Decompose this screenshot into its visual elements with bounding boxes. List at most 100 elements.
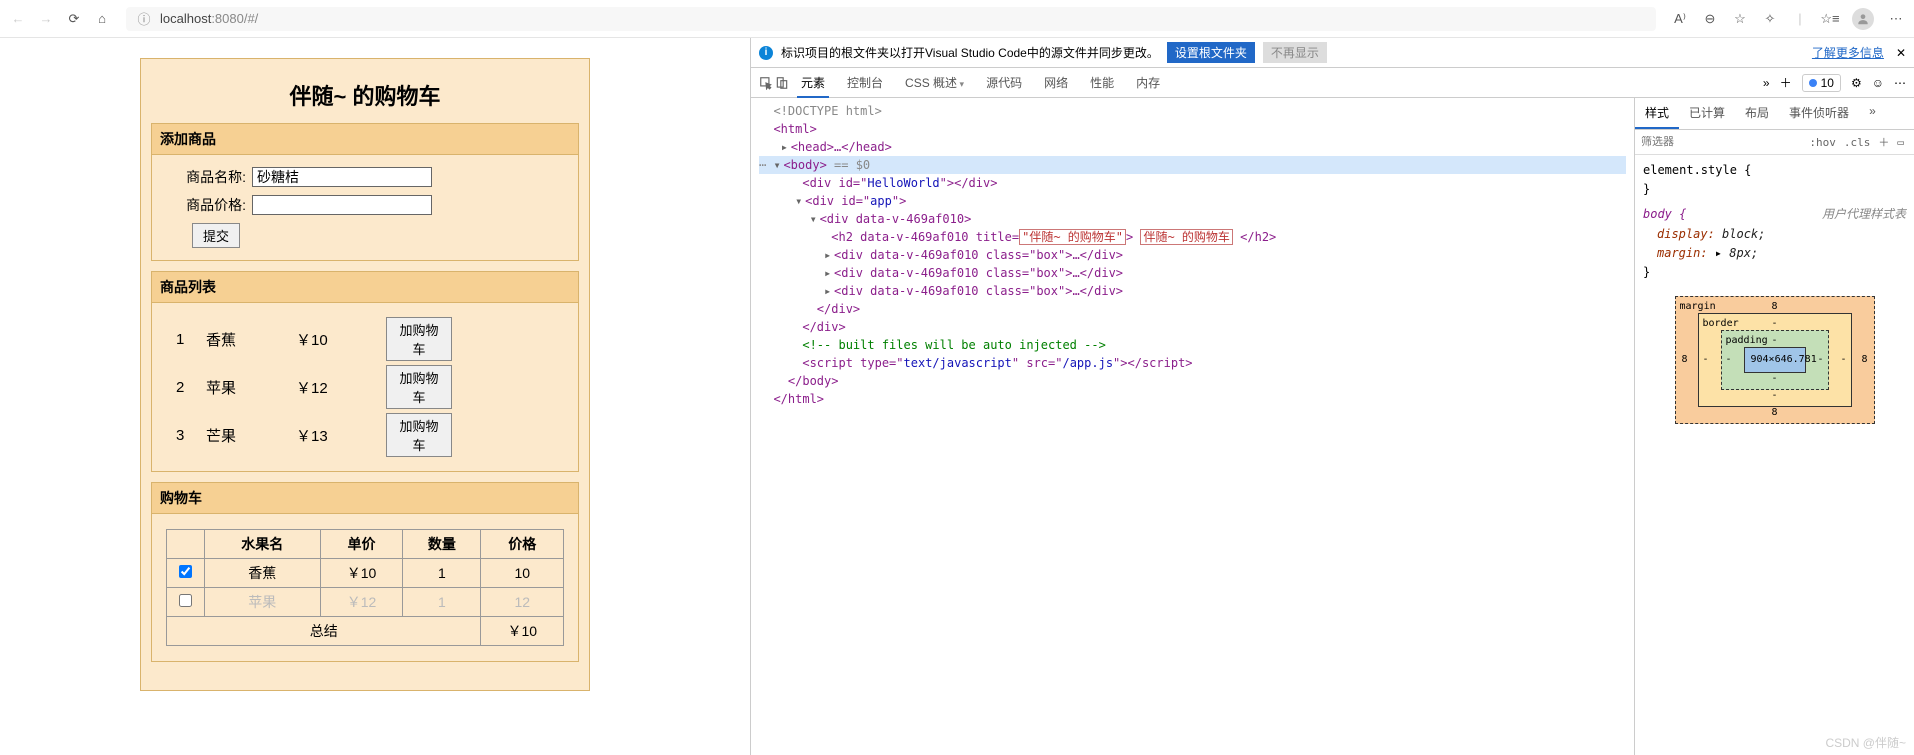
hov-toggle[interactable]: :hov [1805, 134, 1840, 151]
styles-tab-layout[interactable]: 布局 [1735, 98, 1779, 129]
cart-row-unit: ￥10 [320, 559, 402, 588]
styles-tab-events[interactable]: 事件侦听器 [1779, 98, 1859, 129]
cart-title: 购物车 [152, 483, 578, 514]
cart-row-price: 12 [481, 588, 564, 617]
product-price: ￥10 [296, 329, 386, 350]
collections-icon[interactable]: | [1792, 11, 1808, 27]
address-bar[interactable]: ⓘ localhost:8080/#/ [126, 7, 1656, 31]
styles-tab-styles[interactable]: 样式 [1635, 98, 1679, 129]
info-icon: ⓘ [136, 11, 152, 27]
device-icon[interactable] [775, 76, 789, 90]
product-row: 1香蕉￥10加购物车 [176, 315, 554, 363]
cart-row-qty: 1 [403, 559, 481, 588]
product-name: 芒果 [206, 425, 296, 446]
styles-body[interactable]: element.style { } 用户代理样式表 body { display… [1635, 155, 1914, 444]
tab-sources[interactable]: 源代码 [976, 68, 1032, 97]
zoom-icon[interactable]: ⊖ [1702, 11, 1718, 27]
product-name-label: 商品名称: [172, 167, 252, 187]
url-text: localhost:8080/#/ [160, 11, 258, 26]
cart-box: 购物车 水果名 单价 数量 价格 香蕉￥10110苹果￥121 [151, 482, 579, 662]
add-to-cart-button[interactable]: 加购物车 [386, 317, 452, 361]
styles-more-icon[interactable]: » [1859, 98, 1886, 129]
header-name: 水果名 [204, 530, 320, 559]
set-root-button[interactable]: 设置根文件夹 [1167, 42, 1255, 63]
add-to-cart-button[interactable]: 加购物车 [386, 413, 452, 457]
cart-row: 香蕉￥10110 [167, 559, 564, 588]
learn-more-link[interactable]: 了解更多信息 [1812, 44, 1884, 61]
product-price-label: 商品价格: [172, 195, 252, 215]
favorites-bar-icon[interactable]: ☆≡ [1822, 11, 1838, 27]
read-aloud-icon[interactable]: A⁾ [1672, 11, 1688, 27]
issues-badge[interactable]: 10 [1802, 74, 1841, 92]
cart-table: 水果名 单价 数量 价格 香蕉￥10110苹果￥12112 总结 ￥10 [166, 529, 564, 646]
tab-performance[interactable]: 性能 [1080, 68, 1124, 97]
tab-network[interactable]: 网络 [1034, 68, 1078, 97]
more-icon[interactable]: ⋯ [1888, 11, 1904, 27]
total-label: 总结 [167, 617, 481, 646]
cart-row-name: 香蕉 [204, 559, 320, 588]
tab-memory[interactable]: 内存 [1126, 68, 1170, 97]
browser-right-icons: A⁾ ⊖ ☆ ✧ | ☆≡ ⋯ [1672, 8, 1904, 30]
devtools-tabs: 元素 控制台 CSS 概述 源代码 网络 性能 内存 » ＋ 10 ⚙ ☺ ⋯ [751, 68, 1914, 98]
header-unit: 单价 [320, 530, 402, 559]
product-list-title: 商品列表 [152, 272, 578, 303]
styles-tab-computed[interactable]: 已计算 [1679, 98, 1735, 129]
browser-toolbar: ← → ⟳ ⌂ ⓘ localhost:8080/#/ A⁾ ⊖ ☆ ✧ | ☆… [0, 0, 1914, 38]
more-tabs-icon[interactable]: » [1763, 76, 1770, 90]
product-index: 3 [176, 427, 206, 444]
product-name-input[interactable] [252, 167, 432, 187]
feedback-icon[interactable]: ☺ [1872, 76, 1884, 90]
element-style-close: } [1643, 180, 1906, 199]
new-tab-icon[interactable]: ＋ [1780, 74, 1792, 91]
inspect-icon[interactable] [759, 76, 773, 90]
box-model-content: 904×646.781 [1744, 347, 1806, 373]
profile-avatar[interactable] [1852, 8, 1874, 30]
header-checkbox [167, 530, 205, 559]
product-index: 1 [176, 331, 206, 348]
header-price: 价格 [481, 530, 564, 559]
home-icon[interactable]: ⌂ [94, 11, 110, 27]
product-name: 苹果 [206, 377, 296, 398]
cart-row-checkbox[interactable] [179, 565, 192, 578]
computed-toggle-icon[interactable]: ▭ [1893, 134, 1908, 151]
watermark: CSDN @伴随~ [1825, 734, 1906, 751]
forward-icon[interactable]: → [38, 11, 54, 27]
body-rule-close: } [1643, 263, 1906, 282]
cls-toggle[interactable]: .cls [1840, 134, 1875, 151]
styles-filter-input[interactable] [1641, 136, 1805, 148]
shopping-cart-app: 伴随~ 的购物车 添加商品 商品名称: 商品价格: 提交 商品列表 [140, 58, 590, 691]
page-title: 伴随~ 的购物车 [151, 69, 579, 123]
tab-elements[interactable]: 元素 [791, 68, 835, 97]
info-badge-icon: i [759, 46, 773, 60]
settings-icon[interactable]: ⚙ [1851, 76, 1862, 90]
devtools-panel: i 标识项目的根文件夹以打开Visual Studio Code中的源文件并同步… [750, 38, 1914, 755]
cart-row-qty: 1 [403, 588, 481, 617]
devtools-more-icon[interactable]: ⋯ [1894, 76, 1906, 90]
cart-row-checkbox[interactable] [179, 594, 192, 607]
box-model-diagram: margin 8 8 8 8 border - - - - [1675, 296, 1875, 424]
dismiss-button[interactable]: 不再显示 [1263, 42, 1327, 63]
product-name: 香蕉 [206, 329, 296, 350]
submit-button[interactable]: 提交 [192, 223, 240, 248]
total-value: ￥10 [481, 617, 564, 646]
header-qty: 数量 [403, 530, 481, 559]
cart-row-price: 10 [481, 559, 564, 588]
styles-pane: 样式 已计算 布局 事件侦听器 » :hov .cls ＋ ▭ element.… [1634, 98, 1914, 755]
favorite-icon[interactable]: ☆ [1732, 11, 1748, 27]
product-row: 2苹果￥12加购物车 [176, 363, 554, 411]
infobar-close-icon[interactable]: ✕ [1896, 46, 1906, 60]
add-to-cart-button[interactable]: 加购物车 [386, 365, 452, 409]
tab-console[interactable]: 控制台 [837, 68, 893, 97]
product-list-box: 商品列表 1香蕉￥10加购物车2苹果￥12加购物车3芒果￥13加购物车 [151, 271, 579, 472]
back-icon[interactable]: ← [10, 11, 26, 27]
dom-tree[interactable]: <!DOCTYPE html> <html> ▸<head>…</head> ⋯… [751, 98, 1634, 755]
refresh-icon[interactable]: ⟳ [66, 11, 82, 27]
tab-css-overview[interactable]: CSS 概述 [895, 68, 974, 97]
body-selector: body { [1643, 207, 1686, 221]
cart-row-name: 苹果 [204, 588, 320, 617]
add-product-title: 添加商品 [152, 124, 578, 155]
new-rule-icon[interactable]: ＋ [1874, 132, 1893, 152]
page-viewport: 伴随~ 的购物车 添加商品 商品名称: 商品价格: 提交 商品列表 [0, 38, 750, 755]
extensions-icon[interactable]: ✧ [1762, 11, 1778, 27]
product-price-input[interactable] [252, 195, 432, 215]
